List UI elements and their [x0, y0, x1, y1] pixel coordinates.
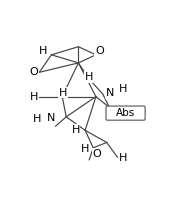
Text: H: H — [81, 143, 89, 153]
Text: H: H — [33, 114, 41, 124]
Text: O: O — [95, 46, 104, 56]
Text: O: O — [92, 149, 101, 159]
Text: H: H — [119, 153, 128, 163]
Text: H: H — [38, 46, 47, 56]
Text: H: H — [72, 125, 80, 135]
Text: H: H — [30, 92, 38, 102]
Text: Abs: Abs — [116, 108, 135, 118]
FancyBboxPatch shape — [106, 106, 145, 120]
Text: H: H — [85, 72, 93, 82]
Text: N: N — [47, 113, 55, 123]
Text: H: H — [59, 88, 67, 98]
Text: O: O — [30, 67, 38, 77]
Text: N: N — [106, 88, 114, 98]
Text: H: H — [119, 83, 127, 94]
